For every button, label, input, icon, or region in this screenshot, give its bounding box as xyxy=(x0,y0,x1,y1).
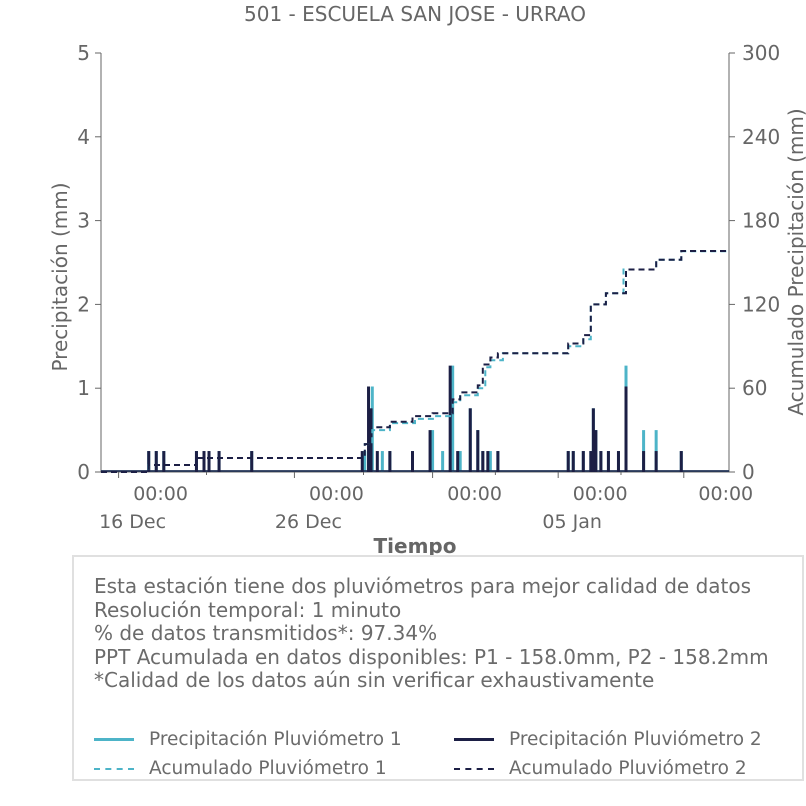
x-tick-label-date: 16 Dec xyxy=(99,511,166,533)
y-tick-label: 0 xyxy=(77,460,90,484)
y-tick-label: 3 xyxy=(77,209,90,233)
legend-item-a2: Acumulado Pluviómetro 2 xyxy=(454,758,747,779)
legend-item-p1: Precipitación Pluviómetro 1 xyxy=(94,729,402,750)
info-line-quality: *Calidad de los datos aún sin verificar … xyxy=(94,668,655,692)
legend-swatch-p2 xyxy=(454,738,494,741)
y2-tick-label: 180 xyxy=(742,209,780,233)
info-line-accumulated: PPT Acumulada en datos disponibles: P1 -… xyxy=(94,644,769,669)
legend-label-a2: Acumulado Pluviómetro 2 xyxy=(509,758,747,779)
y2-axis-label: Acumulado Precipitación (mm) xyxy=(784,108,806,415)
legend-item-p2: Precipitación Pluviómetro 2 xyxy=(454,729,762,750)
rain-chart: 501 - ESCUELA SAN JOSE - URRAO 0 1 2 3 4 5 0 60… xyxy=(48,2,806,558)
a1-cumulative-line xyxy=(101,250,729,473)
x-tick-label-time: 00:00 xyxy=(698,483,753,505)
legend-swatch-p1 xyxy=(94,738,134,741)
legend-swatch-a2 xyxy=(454,767,494,770)
series-p2-bars xyxy=(101,365,729,472)
cumulative-lines xyxy=(101,250,729,473)
x-axis-label: Tiempo xyxy=(374,534,457,558)
info-box: Esta estación tiene dos pluviómetros par… xyxy=(72,555,804,781)
info-line-resolution: Resolución temporal: 1 minuto xyxy=(94,597,402,622)
info-line-transmitted: % de datos transmitidos*: 97.34% xyxy=(94,621,438,645)
chart-title: 501 - ESCUELA SAN JOSE - URRAO xyxy=(244,2,586,26)
a2-cumulative-line xyxy=(101,250,729,473)
y2-tick-label: 240 xyxy=(742,125,780,149)
x-tick-label-date: 26 Dec xyxy=(275,511,342,533)
y2-tick-label: 0 xyxy=(742,460,755,484)
y2-tick-label: 120 xyxy=(742,292,780,316)
y-tick-label: 2 xyxy=(77,292,90,316)
y-tick-label: 5 xyxy=(77,41,90,65)
y2-tick-label: 60 xyxy=(742,376,767,400)
y2-tick-label: 300 xyxy=(742,41,780,65)
y-axis-label: Precipitación (mm) xyxy=(48,182,72,371)
y-tick-label: 4 xyxy=(77,125,90,149)
x-tick-label-date: 05 Jan xyxy=(542,511,602,533)
y-tick-label: 1 xyxy=(77,376,90,400)
x-tick-label-time: 00:00 xyxy=(573,483,628,505)
legend-swatch-a1 xyxy=(94,767,134,770)
info-lines: Esta estación tiene dos pluviómetros par… xyxy=(94,574,769,693)
legend-label-a1: Acumulado Pluviómetro 1 xyxy=(149,758,387,779)
x-tick-label-time: 00:00 xyxy=(447,483,502,505)
legend-label-p1: Precipitación Pluviómetro 1 xyxy=(149,729,402,750)
x-tick-label-time: 00:00 xyxy=(309,483,364,505)
info-line-two-gauges: Esta estación tiene dos pluviómetros par… xyxy=(94,574,752,598)
x-tick-label-time: 00:00 xyxy=(133,483,188,505)
legend-item-a1: Acumulado Pluviómetro 1 xyxy=(94,758,387,779)
legend-label-p2: Precipitación Pluviómetro 2 xyxy=(509,729,762,750)
axes: 0 1 2 3 4 5 0 60 120 180 240 300 00:00 16 Dec 00:00 26 … xyxy=(77,41,780,533)
